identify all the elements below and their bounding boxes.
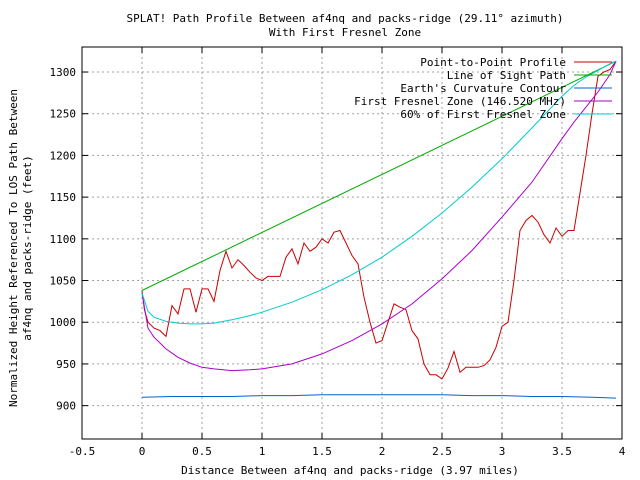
series-group <box>141 60 617 399</box>
x-tick-label: 1 <box>259 445 266 458</box>
y-tick-label: 1200 <box>50 149 77 162</box>
y-tick-label: 1100 <box>50 233 77 246</box>
series-earth-s-curvature-contour <box>141 394 617 399</box>
y-tick-label: 900 <box>56 400 76 413</box>
x-tick-label: -0.5 <box>69 445 96 458</box>
x-tick-label: 4 <box>619 445 626 458</box>
legend-label-line-of-sight-path: Line of Sight Path <box>447 69 566 82</box>
y-tick-label: 1050 <box>50 275 77 288</box>
x-tick-label: 2.5 <box>432 445 452 458</box>
x-tick-label: 1.5 <box>312 445 332 458</box>
y-axis-label-line1: Normalized Height Referenced To LOS Path… <box>7 89 20 407</box>
legend-label-first-fresnel-zone-146-520-mhz: First Fresnel Zone (146.520 MHz) <box>354 95 566 108</box>
y-tick-label: 1300 <box>50 66 77 79</box>
x-tick-label: 3.5 <box>552 445 572 458</box>
y-tick-label: 1000 <box>50 316 77 329</box>
y-tick-label: 950 <box>56 358 76 371</box>
legend-label-earth-s-curvature-contour: Earth's Curvature Contour <box>400 82 566 95</box>
x-tick-label: 2 <box>379 445 386 458</box>
chart-subtitle: With First Fresnel Zone <box>269 26 421 39</box>
x-tick-label: 3 <box>499 445 506 458</box>
y-axis-label-line2: af4nq and packs-ridge (feet) <box>21 155 34 340</box>
y-tick-label: 1250 <box>50 108 77 121</box>
series-line-of-sight-path <box>141 60 617 291</box>
series-point-to-point-profile <box>141 60 617 380</box>
x-tick-label: 0.5 <box>192 445 212 458</box>
series-first-fresnel-zone-146-520-mhz <box>141 60 617 372</box>
y-tick-label: 1150 <box>50 191 77 204</box>
chart-title: SPLAT! Path Profile Between af4nq and pa… <box>126 12 563 25</box>
x-tick-label: 0 <box>139 445 146 458</box>
x-axis-label: Distance Between af4nq and packs-ridge (… <box>181 464 519 477</box>
plot-frame <box>81 46 623 440</box>
series-60-of-first-fresnel-zone <box>141 60 617 325</box>
ticks: -0.5 0 0.5 1 1.5 2 2.5 3 3.5 4 900 950 1000 1050 1100 1… <box>50 47 626 458</box>
legend-label-60-of-first-fresnel-zone: 60% of First Fresnel Zone <box>400 108 566 121</box>
legend-label-point-to-point-profile: Point-to-Point Profile <box>420 56 566 69</box>
